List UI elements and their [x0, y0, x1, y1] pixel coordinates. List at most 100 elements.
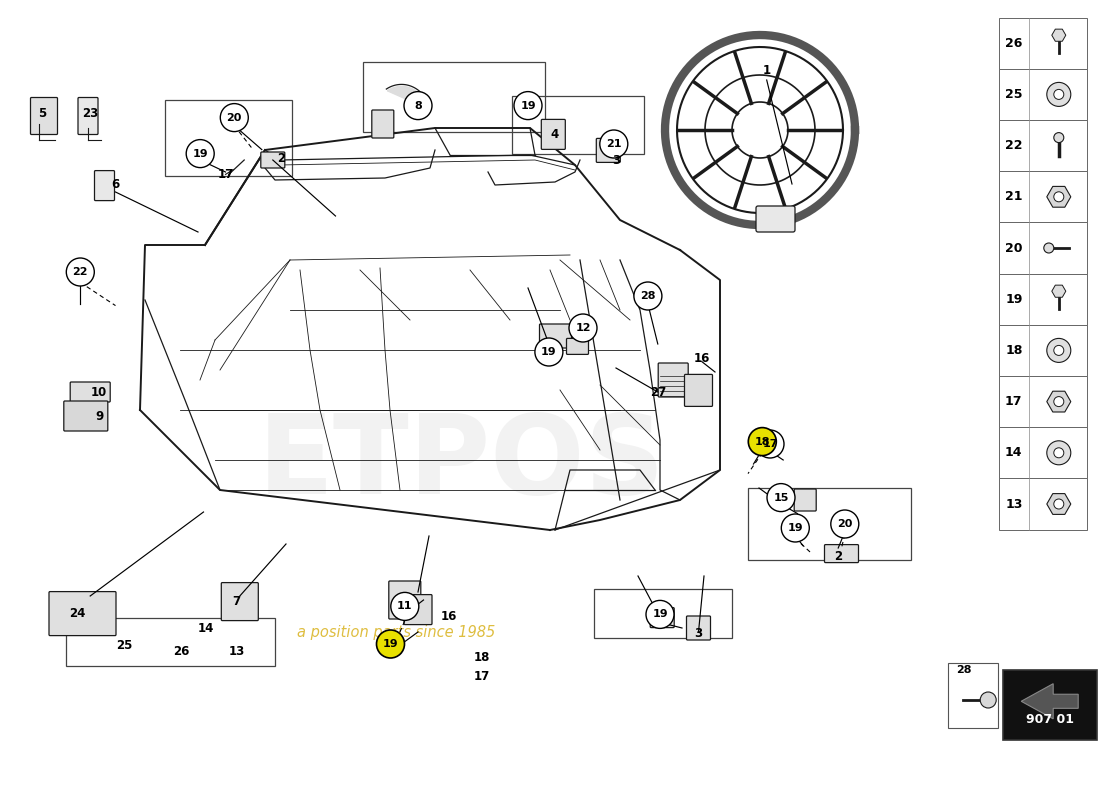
FancyBboxPatch shape — [221, 582, 258, 621]
Polygon shape — [1047, 391, 1070, 412]
FancyBboxPatch shape — [95, 170, 114, 201]
Polygon shape — [1052, 29, 1066, 42]
FancyBboxPatch shape — [566, 338, 588, 354]
Bar — [512, 96, 644, 154]
Polygon shape — [1052, 285, 1066, 298]
FancyBboxPatch shape — [50, 592, 116, 635]
Text: 22: 22 — [73, 267, 88, 277]
Text: ETPOS: ETPOS — [258, 410, 666, 518]
Circle shape — [1054, 192, 1064, 202]
Text: 19: 19 — [788, 523, 803, 533]
Text: 3: 3 — [694, 627, 703, 640]
Text: 17: 17 — [1005, 395, 1023, 408]
FancyBboxPatch shape — [372, 110, 394, 138]
Text: 18: 18 — [474, 651, 490, 664]
Bar — [999, 478, 1087, 530]
Circle shape — [514, 92, 542, 119]
Bar — [999, 427, 1087, 478]
Text: 3: 3 — [612, 154, 620, 166]
Bar — [999, 274, 1087, 325]
Circle shape — [186, 139, 214, 167]
Circle shape — [569, 314, 597, 342]
Text: 22: 22 — [1005, 139, 1023, 152]
FancyBboxPatch shape — [658, 363, 689, 397]
FancyBboxPatch shape — [756, 206, 795, 232]
FancyBboxPatch shape — [686, 616, 711, 640]
Text: 19: 19 — [192, 149, 208, 158]
Circle shape — [1054, 448, 1064, 458]
Polygon shape — [1047, 186, 1070, 207]
Text: 14: 14 — [1005, 446, 1023, 459]
FancyBboxPatch shape — [64, 401, 108, 431]
Text: 1: 1 — [762, 64, 771, 77]
Text: 17: 17 — [218, 168, 233, 181]
Text: 13: 13 — [229, 645, 244, 658]
Circle shape — [1047, 441, 1070, 465]
Text: 13: 13 — [1005, 498, 1023, 510]
Circle shape — [404, 92, 432, 119]
Circle shape — [600, 130, 628, 158]
Text: 26: 26 — [174, 645, 189, 658]
Bar — [66, 618, 275, 666]
Text: 17: 17 — [762, 439, 778, 449]
Text: 19: 19 — [652, 610, 668, 619]
Text: 20: 20 — [227, 113, 242, 122]
Text: 23: 23 — [82, 107, 98, 120]
Text: 14: 14 — [198, 622, 213, 634]
FancyBboxPatch shape — [825, 545, 858, 562]
Circle shape — [748, 427, 777, 455]
Text: 16: 16 — [441, 610, 456, 622]
Text: 17: 17 — [474, 670, 490, 682]
Circle shape — [1044, 243, 1054, 253]
Text: 19: 19 — [383, 639, 398, 649]
FancyBboxPatch shape — [78, 98, 98, 134]
Text: 11: 11 — [397, 602, 412, 611]
Bar — [165, 100, 292, 176]
FancyBboxPatch shape — [261, 152, 285, 168]
Circle shape — [1054, 499, 1064, 509]
Text: 4: 4 — [550, 128, 559, 141]
Circle shape — [1047, 338, 1070, 362]
Text: 25: 25 — [1005, 88, 1023, 101]
Bar — [999, 18, 1087, 69]
Text: 21: 21 — [1005, 190, 1023, 203]
Text: 2: 2 — [834, 550, 843, 562]
Circle shape — [1054, 90, 1064, 99]
Text: 16: 16 — [694, 352, 710, 365]
Circle shape — [390, 592, 419, 621]
Text: 25: 25 — [117, 639, 132, 652]
Circle shape — [535, 338, 563, 366]
FancyBboxPatch shape — [404, 594, 432, 625]
Circle shape — [781, 514, 810, 542]
Text: 19: 19 — [541, 347, 557, 357]
Circle shape — [66, 258, 95, 286]
Text: 6: 6 — [111, 178, 120, 190]
Bar — [363, 62, 544, 132]
Bar — [1003, 670, 1097, 740]
Text: 907 01: 907 01 — [1026, 713, 1074, 726]
Polygon shape — [1021, 684, 1078, 719]
Text: a position parts since 1985: a position parts since 1985 — [297, 625, 495, 639]
FancyBboxPatch shape — [650, 608, 674, 627]
Bar — [999, 120, 1087, 171]
Text: 24: 24 — [69, 607, 85, 620]
Text: 20: 20 — [1005, 242, 1023, 254]
Text: 28: 28 — [640, 291, 656, 301]
Text: 12: 12 — [575, 323, 591, 333]
Bar — [999, 171, 1087, 222]
Polygon shape — [387, 86, 428, 109]
Text: 21: 21 — [606, 139, 621, 149]
Circle shape — [767, 483, 795, 512]
Polygon shape — [1047, 494, 1070, 514]
Circle shape — [980, 692, 997, 708]
Circle shape — [376, 630, 405, 658]
Text: 2: 2 — [277, 152, 286, 165]
Circle shape — [646, 600, 674, 629]
Text: 20: 20 — [837, 519, 852, 529]
Circle shape — [634, 282, 662, 310]
FancyBboxPatch shape — [596, 138, 620, 162]
Circle shape — [1047, 82, 1070, 106]
Bar — [999, 325, 1087, 376]
FancyBboxPatch shape — [539, 324, 572, 348]
Text: 19: 19 — [1005, 293, 1023, 306]
